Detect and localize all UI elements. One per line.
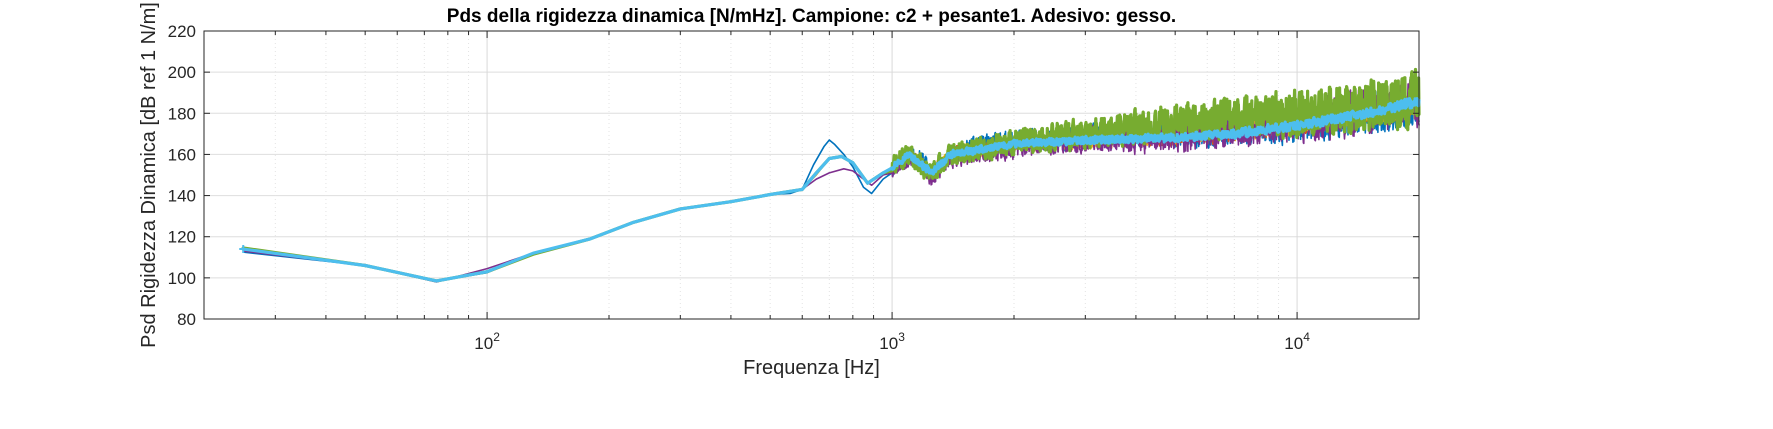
chart-title: Pds della rigidezza dinamica [N/mHz]. Ca… bbox=[447, 6, 1176, 27]
y-tick-label: 100 bbox=[168, 269, 196, 288]
ticks: 80 100 120 140 160 180 200 220 102 103 104 bbox=[168, 22, 1420, 353]
y-tick-label: 200 bbox=[168, 63, 196, 82]
plot-border bbox=[203, 30, 1420, 320]
x-tick-label: 102 bbox=[474, 330, 500, 353]
plot-area bbox=[204, 31, 1419, 319]
y-axis-label: Psd Rigidezza Dinamica [dB ref 1 N/m] bbox=[138, 2, 160, 348]
x-axis-label: Frequenza [Hz] bbox=[743, 357, 880, 379]
series-marker-6 bbox=[239, 245, 248, 254]
x-tick-label: 104 bbox=[1284, 330, 1310, 353]
y-tick-label: 120 bbox=[168, 228, 196, 247]
y-tick-label: 160 bbox=[168, 145, 196, 164]
y-tick-label: 180 bbox=[168, 104, 196, 123]
x-tick-label: 103 bbox=[879, 330, 905, 353]
series-line-6 bbox=[241, 97, 1421, 283]
y-tick-label: 140 bbox=[168, 187, 196, 206]
series-layer bbox=[239, 67, 1421, 283]
series-line-5 bbox=[241, 67, 1421, 283]
y-tick-label: 80 bbox=[177, 310, 196, 329]
y-tick-label: 220 bbox=[168, 22, 196, 41]
